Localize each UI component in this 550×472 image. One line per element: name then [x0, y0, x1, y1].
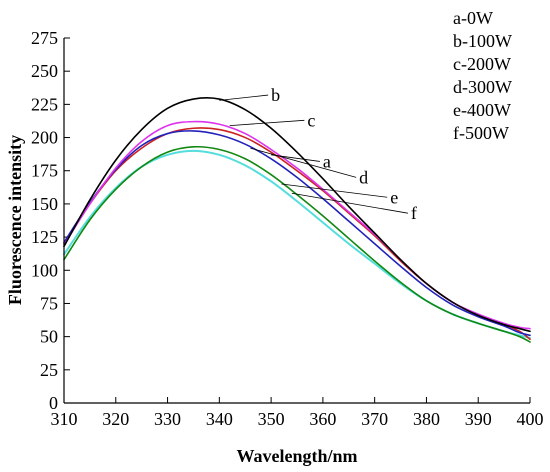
x-tick-label: 380 [413, 409, 440, 429]
series-c-line [63, 120, 531, 330]
y-axis-label: Fluorescence intensity [5, 135, 25, 305]
series-layer [63, 97, 531, 343]
y-tick-label: 0 [49, 393, 58, 413]
y-tick-label: 75 [40, 293, 58, 313]
series-b-line [63, 97, 531, 333]
x-tick-label: 370 [361, 409, 388, 429]
series-d-leader-line [250, 147, 357, 178]
x-tick-label: 330 [154, 409, 181, 429]
x-tick-label: 340 [206, 409, 233, 429]
y-tick-label: 150 [31, 194, 58, 214]
x-tick-label: 350 [258, 409, 285, 429]
y-tick-label: 275 [31, 28, 58, 48]
series-f-label: f [411, 203, 417, 223]
series-c-leader-line [229, 119, 305, 126]
legend-item: c-200W [453, 54, 511, 74]
y-tick-label: 175 [31, 161, 58, 181]
axes-layer [63, 38, 530, 404]
y-tick-label: 50 [40, 327, 58, 347]
x-tick-label: 310 [51, 409, 78, 429]
series-a-label: a [323, 151, 331, 171]
annotation-layer: a b c d ef [219, 85, 417, 223]
series-e-leader-line [281, 183, 388, 198]
y-tick-label: 250 [31, 61, 58, 81]
legend-item: e-400W [453, 100, 511, 120]
series-a-line [63, 127, 531, 341]
series-b-label: b [271, 85, 280, 105]
y-tick-label: 225 [31, 94, 58, 114]
series-d-line [63, 130, 531, 337]
series-f-line [63, 149, 531, 339]
x-tick-label: 390 [465, 409, 492, 429]
legend-item: d-300W [453, 77, 512, 97]
series-e-label: e [390, 187, 398, 207]
series-b-leader-line [219, 94, 269, 101]
x-tick-label: 360 [309, 409, 336, 429]
series-d-label: d [359, 167, 368, 187]
legend: a-0W b-100W c-200W d-300W e-400W f-500W [453, 8, 512, 143]
legend-item: f-500W [453, 123, 509, 143]
series-c-label: c [307, 110, 315, 130]
tick-layer: 310 320 330 340 350 360 370 380 390 400 0 25 50 75 100… [31, 28, 544, 429]
x-tick-label: 400 [517, 409, 544, 429]
legend-item: b-100W [453, 31, 512, 51]
series-f-leader-line [291, 192, 408, 214]
legend-item: a-0W [453, 8, 493, 28]
y-tick-label: 100 [31, 260, 58, 280]
y-tick-label: 25 [40, 360, 58, 380]
y-tick-label: 125 [31, 227, 58, 247]
x-tick-label: 320 [102, 409, 129, 429]
series-e-line [63, 145, 531, 343]
x-axis-label: Wavelength/nm [236, 446, 357, 466]
y-tick-label: 200 [31, 128, 58, 148]
